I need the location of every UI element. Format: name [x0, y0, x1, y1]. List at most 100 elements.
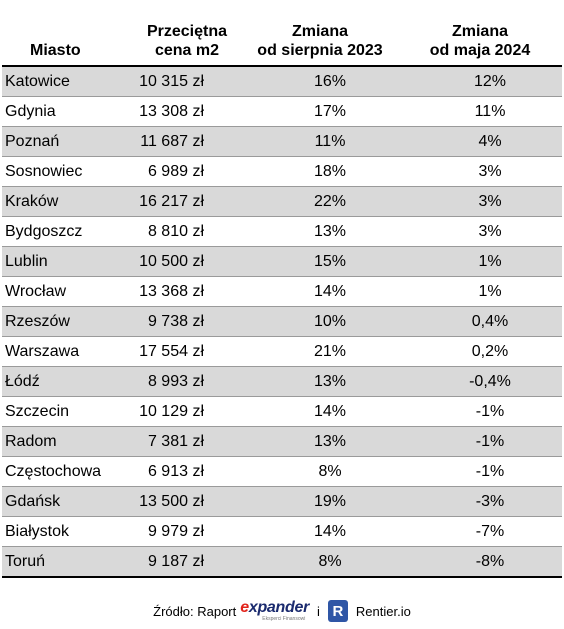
cell-city: Katowice — [2, 66, 132, 97]
cell-price: 17 554 zł — [132, 336, 242, 367]
source-label: Źródło: Raport — [153, 603, 237, 619]
table-row: Radom 7 381 zł 13% -1% — [2, 426, 562, 457]
rentier-logo-icon: R — [327, 600, 348, 622]
cell-price: 13 500 zł — [132, 486, 242, 517]
cell-change-may-2024: 1% — [398, 246, 562, 277]
table-row: Gdynia 13 308 zł 17% 11% — [2, 96, 562, 127]
table-row: Poznań 11 687 zł 11% 4% — [2, 126, 562, 157]
cell-change-aug-2023: 13% — [242, 426, 398, 457]
cell-change-aug-2023: 13% — [242, 216, 398, 247]
cell-price: 10 129 zł — [132, 396, 242, 427]
cell-price: 9 738 zł — [132, 306, 242, 337]
cell-price: 16 217 zł — [132, 186, 242, 217]
cell-price: 8 810 zł — [132, 216, 242, 247]
table-row: Częstochowa 6 913 zł 8% -1% — [2, 456, 562, 487]
header-city-line: Miasto — [30, 42, 81, 59]
table-row: Łódź 8 993 zł 13% -0,4% — [2, 366, 562, 397]
cell-city: Gdynia — [2, 96, 132, 127]
cell-city: Poznań — [2, 126, 132, 157]
table-row: Kraków 16 217 zł 22% 3% — [2, 186, 562, 217]
cell-change-may-2024: -7% — [398, 516, 562, 547]
table-row: Rzeszów 9 738 zł 10% 0,4% — [2, 306, 562, 337]
header-city: Miasto — [2, 22, 132, 67]
table-row: Gdańsk 13 500 zł 19% -3% — [2, 486, 562, 517]
cell-price: 6 989 zł — [132, 156, 242, 187]
table-row: Toruń 9 187 zł 8% -8% — [2, 546, 562, 578]
table-row: Bydgoszcz 8 810 zł 13% 3% — [2, 216, 562, 247]
cell-price: 7 381 zł — [132, 426, 242, 457]
table-row: Lublin 10 500 zł 15% 1% — [2, 246, 562, 277]
cell-price: 9 187 zł — [132, 546, 242, 578]
cell-change-aug-2023: 8% — [242, 456, 398, 487]
header-change-may-2024: Zmiana od maja 2024 — [398, 22, 562, 67]
cell-change-aug-2023: 21% — [242, 336, 398, 367]
table-body: Katowice 10 315 zł 16% 12% Gdynia 13 308 zł 17… — [2, 66, 562, 578]
header-change-may-2024-line: od maja 2024 — [429, 42, 531, 59]
cell-change-may-2024: 3% — [398, 156, 562, 187]
cell-price: 13 368 zł — [132, 276, 242, 307]
header-price-line: cena m2 — [154, 42, 220, 59]
table-row: Wrocław 13 368 zł 14% 1% — [2, 276, 562, 307]
cell-change-aug-2023: 17% — [242, 96, 398, 127]
table-row: Warszawa 17 554 zł 21% 0,2% — [2, 336, 562, 367]
cell-price: 13 308 zł — [132, 96, 242, 127]
cell-change-may-2024: 12% — [398, 66, 562, 97]
cell-city: Sosnowiec — [2, 156, 132, 187]
cell-city: Łódź — [2, 366, 132, 397]
cell-change-aug-2023: 14% — [242, 276, 398, 307]
cell-price: 11 687 zł — [132, 126, 242, 157]
expander-logo: expander Eksperci Finansowi — [240, 600, 309, 622]
table-row: Białystok 9 979 zł 14% -7% — [2, 516, 562, 547]
cell-change-may-2024: 4% — [398, 126, 562, 157]
cell-change-may-2024: -1% — [398, 426, 562, 457]
cell-change-may-2024: 0,2% — [398, 336, 562, 367]
cell-city: Kraków — [2, 186, 132, 217]
rentier-label: Rentier.io — [355, 603, 411, 619]
cell-change-aug-2023: 11% — [242, 126, 398, 157]
header-price-line: Przeciętna — [146, 23, 228, 40]
cell-change-may-2024: 11% — [398, 96, 562, 127]
cell-change-aug-2023: 15% — [242, 246, 398, 277]
cell-city: Częstochowa — [2, 456, 132, 487]
cell-change-aug-2023: 18% — [242, 156, 398, 187]
cell-change-aug-2023: 14% — [242, 516, 398, 547]
expander-logo-e: e — [240, 599, 249, 616]
cell-change-aug-2023: 22% — [242, 186, 398, 217]
table-header: Miasto Przeciętna cena m2 Zmiana od sierpnia… — [2, 22, 562, 67]
cell-change-may-2024: -1% — [398, 396, 562, 427]
cell-change-may-2024: 1% — [398, 276, 562, 307]
cell-change-aug-2023: 13% — [242, 366, 398, 397]
expander-logo-word: xpander — [248, 599, 310, 616]
cell-city: Szczecin — [2, 396, 132, 427]
cell-city: Warszawa — [2, 336, 132, 367]
cell-change-aug-2023: 14% — [242, 396, 398, 427]
table-row: Katowice 10 315 zł 16% 12% — [2, 66, 562, 97]
header-change-aug-2023-line: od sierpnia 2023 — [257, 42, 383, 59]
source-footer: Źródło: Raport expander Eksperci Finanso… — [0, 596, 564, 626]
cell-change-may-2024: 3% — [398, 186, 562, 217]
header-change-aug-2023-line: Zmiana — [291, 23, 348, 40]
cell-change-may-2024: -3% — [398, 486, 562, 517]
table-row: Sosnowiec 6 989 zł 18% 3% — [2, 156, 562, 187]
price-table: Miasto Przeciętna cena m2 Zmiana od sierpnia… — [2, 22, 562, 578]
expander-tagline: Eksperci Finansowi — [262, 616, 306, 622]
header-change-aug-2023: Zmiana od sierpnia 2023 — [242, 22, 398, 67]
cell-change-aug-2023: 16% — [242, 66, 398, 97]
cell-city: Białystok — [2, 516, 132, 547]
cell-price: 6 913 zł — [132, 456, 242, 487]
cell-city: Gdańsk — [2, 486, 132, 517]
cell-price: 10 500 zł — [132, 246, 242, 277]
cell-price: 9 979 zł — [132, 516, 242, 547]
cell-change-may-2024: -8% — [398, 546, 562, 578]
header-change-may-2024-line: Zmiana — [451, 23, 508, 40]
cell-change-may-2024: -0,4% — [398, 366, 562, 397]
cell-city: Rzeszów — [2, 306, 132, 337]
cell-change-may-2024: 0,4% — [398, 306, 562, 337]
cell-change-aug-2023: 8% — [242, 546, 398, 578]
cell-city: Wrocław — [2, 276, 132, 307]
cell-city: Bydgoszcz — [2, 216, 132, 247]
cell-change-may-2024: 3% — [398, 216, 562, 247]
source-separator: i — [317, 603, 320, 619]
cell-price: 10 315 zł — [132, 66, 242, 97]
